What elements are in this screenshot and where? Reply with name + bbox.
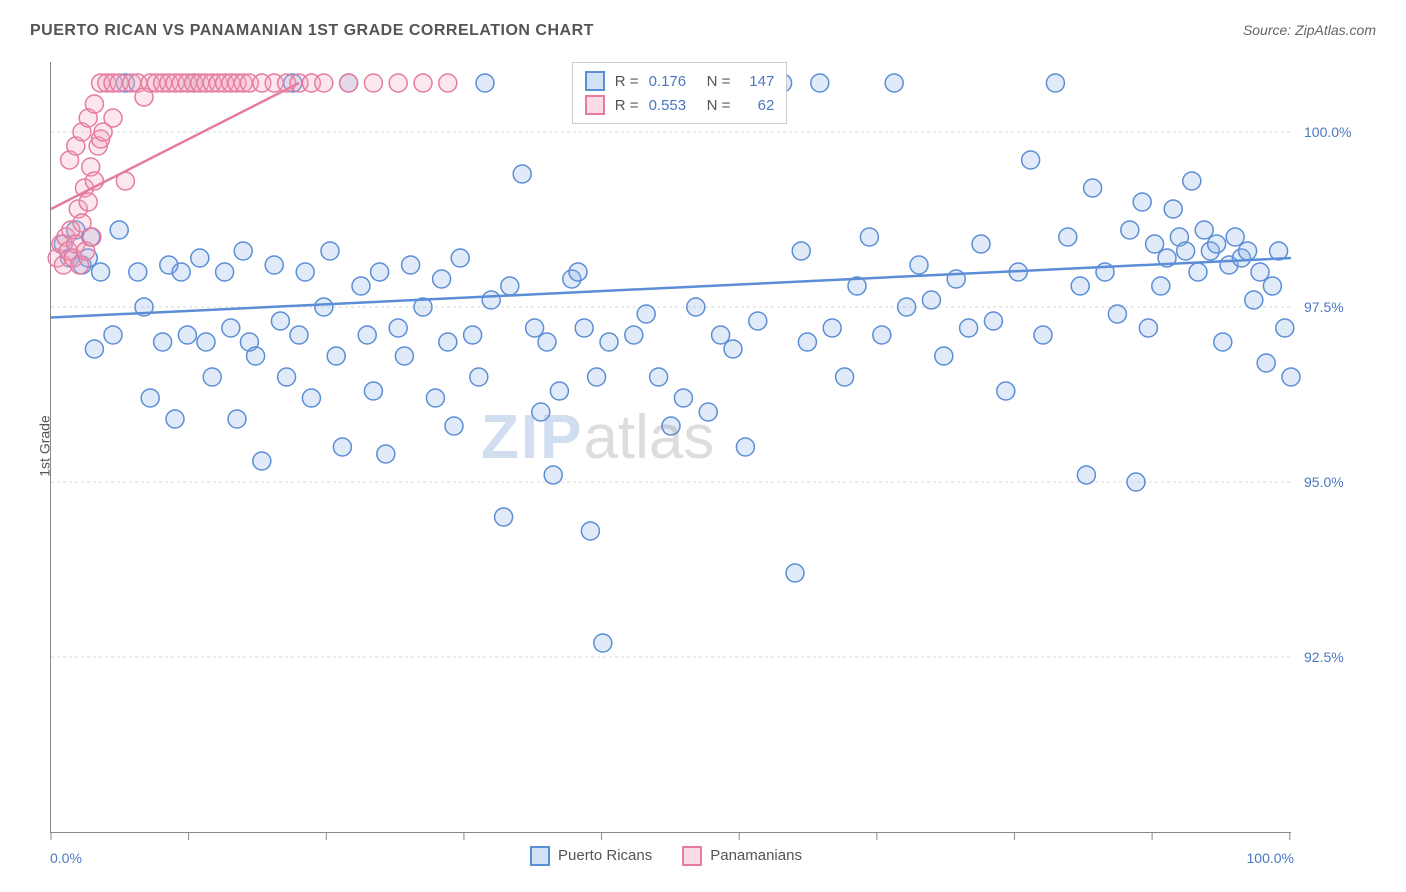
y-tick-label: 95.0% <box>1304 474 1344 490</box>
legend-swatch <box>585 95 605 115</box>
bottom-legend-label: Panamanians <box>710 847 802 864</box>
legend-r-value: 0.176 <box>649 73 697 90</box>
legend-n-value: 147 <box>740 73 774 90</box>
legend-n-label: N = <box>707 73 731 90</box>
legend-n-value: 62 <box>740 97 774 114</box>
y-tick-label: 97.5% <box>1304 299 1344 315</box>
x-tick-label: 0.0% <box>50 850 82 866</box>
scatter-svg <box>51 62 1291 832</box>
legend-r-label: R = <box>615 73 639 90</box>
legend-r-label: R = <box>615 97 639 114</box>
legend-row: R = 0.176 N = 147 <box>585 69 775 93</box>
y-tick-label: 100.0% <box>1304 124 1351 140</box>
plot-area: ZIPatlas R =0.176N =147R =0.553N =62 <box>50 62 1291 833</box>
bottom-legend-item: Puerto Ricans <box>530 846 652 866</box>
bottom-legend-label: Puerto Ricans <box>558 847 652 864</box>
bottom-legend-swatch <box>530 846 550 866</box>
legend-row: R = 0.553 N = 62 <box>585 93 775 117</box>
legend-n-label: N = <box>707 97 731 114</box>
bottom-legend-item: Panamanians <box>682 846 802 866</box>
legend-swatch <box>585 71 605 91</box>
y-tick-label: 92.5% <box>1304 649 1344 665</box>
series-legend: Puerto Ricans Panamanians <box>530 846 802 866</box>
x-tick-label: 100.0% <box>1247 850 1294 866</box>
correlation-chart-page: PUERTO RICAN VS PANAMANIAN 1ST GRADE COR… <box>0 0 1406 892</box>
chart-title: PUERTO RICAN VS PANAMANIAN 1ST GRADE COR… <box>30 22 594 40</box>
correlation-legend: R = 0.176 N = 147 R = 0.553 N = 62 <box>572 62 788 124</box>
chart-source: Source: ZipAtlas.com <box>1243 22 1376 38</box>
legend-r-value: 0.553 <box>649 97 697 114</box>
bottom-legend-swatch <box>682 846 702 866</box>
